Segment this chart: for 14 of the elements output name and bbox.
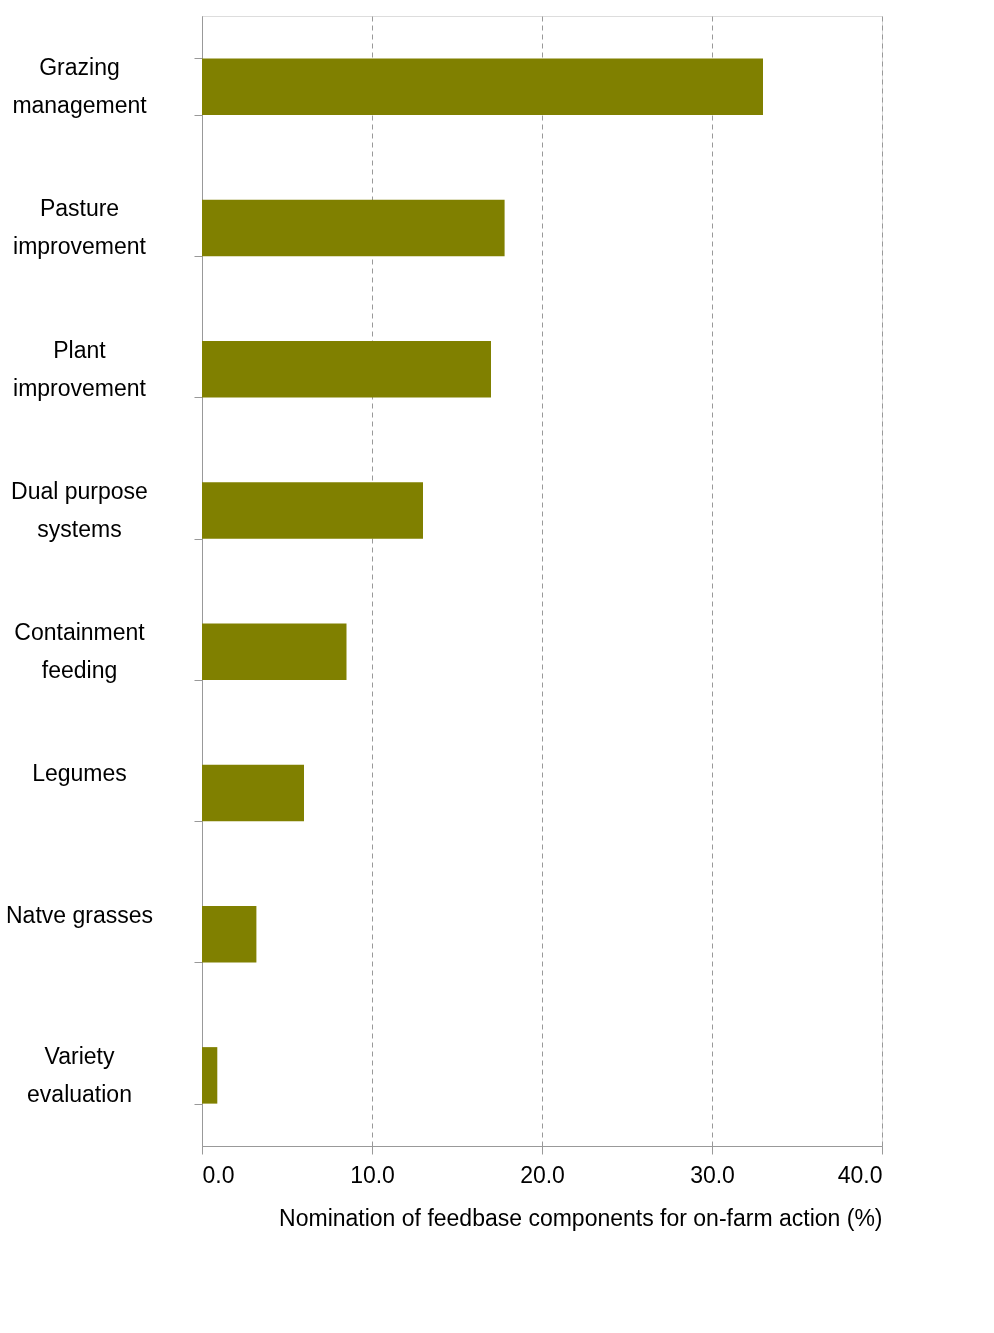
y-tick-label: Natve grasses	[5, 901, 154, 928]
x-tick-label: 10.0	[350, 1161, 395, 1188]
y-tick-label: Grazing management	[12, 54, 148, 119]
y-tick-label: Variety evaluation	[27, 1042, 132, 1107]
x-tick-label: 40.0	[837, 1161, 883, 1188]
y-tick-label: Plant improvement	[13, 336, 147, 401]
y-tick-label: Pasture improvement	[13, 195, 147, 260]
x-tick-label: 0.0	[202, 1161, 235, 1188]
y-tick-label: Dual purpose systems	[11, 477, 148, 542]
y-tick-label: Legumes	[32, 760, 127, 787]
x-tick-label: 30.0	[690, 1161, 735, 1188]
x-tick-label: 20.0	[520, 1161, 565, 1188]
y-tick-label: Containment feeding	[14, 619, 146, 684]
x-axis-title: Nomination of feedbase components for on-farm action (%)	[279, 1204, 883, 1231]
